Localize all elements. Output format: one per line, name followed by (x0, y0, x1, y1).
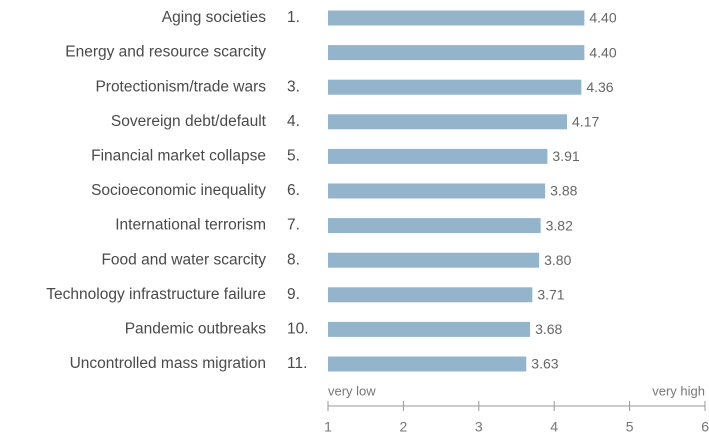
category-label: Technology infrastructure failure (46, 286, 266, 303)
bar (328, 218, 541, 234)
x-tick-label: 1 (324, 419, 332, 435)
bar (328, 183, 546, 199)
bar (328, 356, 527, 372)
category-label: Sovereign debt/default (111, 113, 267, 130)
category-label: Socioeconomic inequality (91, 182, 266, 199)
value-label: 3.88 (550, 183, 577, 199)
axis-low-label: very low (328, 383, 376, 398)
bar (328, 79, 582, 95)
x-tick-label: 5 (626, 419, 634, 435)
x-tick-label: 4 (550, 419, 558, 435)
value-label: 3.68 (535, 321, 562, 337)
rank-label: 10. (287, 320, 309, 337)
rank-label: 9. (287, 286, 300, 303)
value-label: 4.36 (586, 79, 613, 95)
x-tick-label: 6 (701, 419, 709, 435)
bar (328, 252, 540, 268)
value-label: 4.40 (589, 44, 616, 60)
category-label: Energy and resource scarcity (65, 44, 266, 61)
bar (328, 114, 568, 130)
rank-label: 8. (287, 251, 300, 268)
rank-label: 1. (287, 9, 300, 26)
value-label: 4.40 (589, 10, 616, 26)
rank-label: 11. (287, 355, 307, 372)
category-label: Pandemic outbreaks (125, 320, 267, 337)
axis-high-label: very high (652, 383, 705, 398)
value-label: 3.91 (552, 148, 579, 164)
rank-label: 6. (287, 182, 300, 199)
category-label: Uncontrolled mass migration (70, 355, 266, 372)
bar (328, 287, 533, 303)
x-tick-label: 3 (475, 419, 483, 435)
rank-label: 3. (287, 78, 300, 95)
rank-label: 5. (287, 147, 300, 164)
category-label: Financial market collapse (91, 147, 266, 164)
rank-label: 7. (287, 217, 300, 234)
category-label: Protectionism/trade wars (95, 78, 266, 95)
bar (328, 10, 585, 26)
value-label: 3.63 (531, 356, 558, 372)
value-label: 3.80 (544, 252, 571, 268)
category-label: Food and water scarcity (101, 251, 266, 268)
category-label: International terrorism (115, 217, 266, 234)
value-label: 3.82 (546, 217, 573, 233)
bar (328, 148, 548, 164)
category-label: Aging societies (162, 9, 267, 26)
x-tick-label: 2 (400, 419, 408, 435)
bar (328, 321, 531, 337)
value-label: 3.71 (537, 287, 564, 303)
rank-label: 4. (287, 113, 300, 130)
bar (328, 45, 585, 61)
value-label: 4.17 (572, 114, 599, 130)
